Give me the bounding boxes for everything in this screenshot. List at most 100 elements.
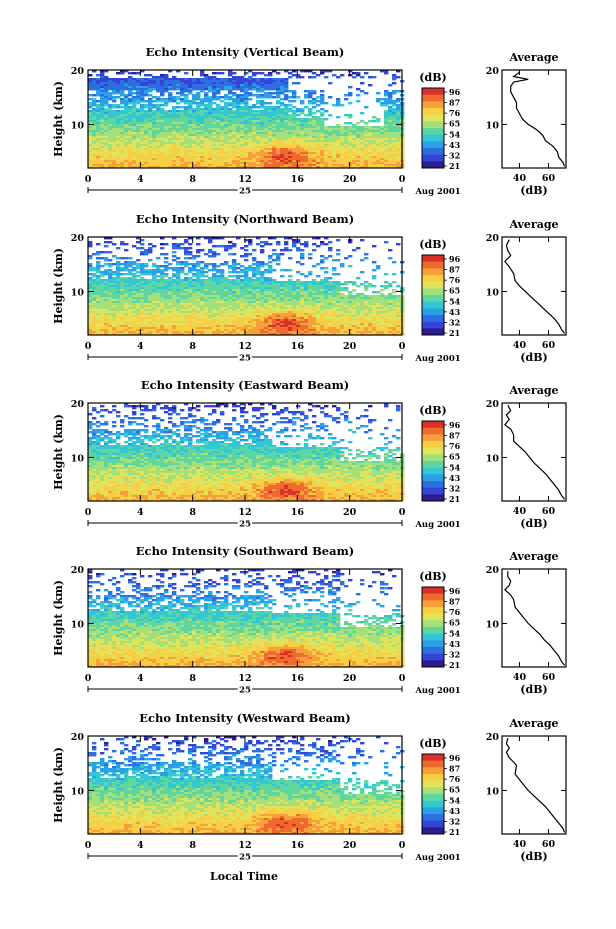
- colorbar-frame: [421, 753, 445, 835]
- date-label: Aug 2001: [414, 354, 460, 364]
- colorbar-segment: [422, 827, 444, 835]
- colorbar-segment: [422, 754, 444, 761]
- heatmap: [88, 569, 405, 668]
- heatmap: [88, 237, 405, 336]
- colorbar-tick-label: 96: [449, 753, 461, 763]
- profile-title: Average: [508, 717, 558, 730]
- y-tick-label: 10: [71, 120, 85, 131]
- colorbar-segment: [422, 154, 444, 162]
- colorbar-tick-label: 54: [449, 296, 461, 306]
- y-axis-label: Height (km): [52, 81, 65, 157]
- colorbar-segment: [422, 288, 444, 296]
- colorbar-frame: [421, 254, 445, 336]
- heatmap: [88, 70, 405, 169]
- x-tick-label: 4: [137, 673, 144, 684]
- x-tick-label: 4: [137, 840, 144, 851]
- date-label: Aug 2001: [414, 853, 460, 863]
- day-label: 25: [239, 686, 251, 696]
- panel-5: Echo Intensity (Westward Beam) 10 20 Height…: [52, 711, 567, 865]
- x-tick-label: 8: [189, 507, 196, 518]
- x-tick-label: 12: [238, 174, 251, 185]
- y-tick-label: 20: [71, 565, 85, 576]
- y-tick-label: 20: [71, 399, 85, 410]
- profile-frame: [501, 402, 567, 502]
- profile-y-tick-label: 20: [486, 233, 500, 244]
- x-tick-label: 8: [189, 341, 196, 352]
- x-tick-label: 16: [291, 507, 305, 518]
- colorbar-tick-label: 54: [449, 628, 461, 638]
- profile-y-tick-label: 10: [486, 287, 500, 298]
- colorbar-segment: [422, 600, 444, 608]
- colorbar-segment: [422, 121, 444, 129]
- x-tick-label: 20: [343, 673, 357, 684]
- x-tick-label: 0: [399, 174, 406, 185]
- x-tick-label: 0: [85, 673, 92, 684]
- colorbar-segment: [422, 447, 444, 455]
- colorbar-segment: [422, 141, 444, 149]
- colorbar-segment: [422, 441, 444, 448]
- profile-x-label: (dB): [520, 850, 547, 863]
- profile-frame: [501, 735, 567, 835]
- panel-title: Echo Intensity (Northward Beam): [136, 212, 354, 226]
- profile-frame: [501, 568, 567, 668]
- colorbar-segment: [422, 261, 444, 269]
- colorbar-tick-label: 43: [449, 639, 461, 649]
- colorbar-unit: (dB): [419, 71, 446, 84]
- profile-y-tick-label: 10: [486, 453, 500, 464]
- colorbar-tick-label: 65: [449, 119, 460, 129]
- colorbar-segment: [422, 640, 444, 648]
- panel-title: Echo Intensity (Eastward Beam): [141, 378, 349, 392]
- profile-title: Average: [508, 218, 558, 231]
- profile-line: [504, 239, 565, 334]
- colorbar-tick-label: 76: [449, 774, 461, 784]
- colorbar-segment: [422, 421, 444, 428]
- colorbar-segment: [422, 807, 444, 815]
- date-label: Aug 2001: [414, 187, 460, 197]
- colorbar-tick-label: 21: [449, 328, 460, 338]
- colorbar-segment: [422, 88, 444, 95]
- colorbar-segment: [422, 481, 444, 488]
- profile-frame: [501, 69, 567, 169]
- colorbar-segment: [422, 647, 444, 654]
- profile-x-label: (dB): [520, 184, 547, 197]
- colorbar-segment: [422, 134, 444, 142]
- colorbar-tick-label: 76: [449, 607, 461, 617]
- colorbar-segment: [422, 494, 444, 502]
- colorbar-segment: [422, 774, 444, 781]
- panel-4: Echo Intensity (Southward Beam) 10 20 Heigh…: [52, 544, 567, 698]
- profile-x-tick-label: 40: [513, 839, 527, 850]
- day-label: 25: [239, 853, 251, 863]
- x-tick-label: 12: [238, 507, 251, 518]
- y-axis-label: Height (km): [52, 747, 65, 823]
- profile-line: [505, 738, 566, 833]
- colorbar-tick-label: 87: [449, 597, 460, 607]
- x-tick-label: 4: [137, 174, 144, 185]
- day-label: 25: [239, 354, 251, 364]
- colorbar-segment: [422, 820, 444, 828]
- profile-line: [504, 571, 565, 666]
- colorbar-tick-label: 96: [449, 87, 461, 97]
- profile-line: [510, 71, 566, 167]
- colorbar-segment: [422, 467, 444, 475]
- panel-1: Echo Intensity (Vertical Beam) 10 20 Height…: [52, 45, 567, 199]
- x-tick-label: 20: [343, 840, 357, 851]
- profile-x-tick-label: 60: [542, 340, 556, 351]
- y-axis-label: Height (km): [52, 580, 65, 656]
- colorbar-segment: [422, 620, 444, 628]
- heatmap: [88, 736, 405, 835]
- colorbar-unit: (dB): [419, 570, 446, 583]
- x-tick-label: 20: [343, 174, 357, 185]
- colorbar-tick-label: 76: [449, 108, 461, 118]
- colorbar-frame: [421, 586, 445, 668]
- x-tick-label: 0: [399, 341, 406, 352]
- x-axis-label: Local Time: [210, 870, 278, 883]
- x-tick-label: 8: [189, 673, 196, 684]
- colorbar-tick-label: 32: [449, 816, 460, 826]
- profile-y-tick-label: 20: [486, 399, 500, 410]
- profile-x-label: (dB): [520, 683, 547, 696]
- colorbar-tick-label: 65: [449, 452, 460, 462]
- y-tick-label: 10: [71, 619, 85, 630]
- colorbar-tick-label: 87: [449, 431, 460, 441]
- colorbar-tick-label: 87: [449, 764, 460, 774]
